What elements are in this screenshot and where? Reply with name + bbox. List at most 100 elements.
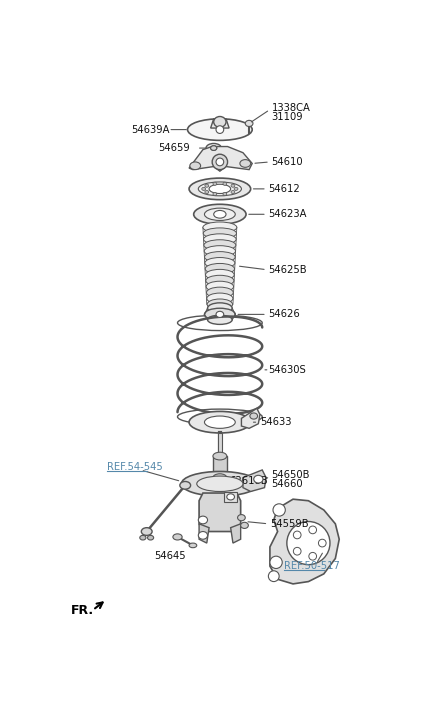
Ellipse shape (231, 184, 235, 188)
Ellipse shape (207, 299, 233, 310)
Text: 54626: 54626 (268, 310, 300, 319)
Text: 54630S: 54630S (268, 365, 306, 375)
Ellipse shape (203, 222, 237, 233)
Ellipse shape (273, 504, 285, 516)
Ellipse shape (187, 119, 252, 140)
Ellipse shape (216, 126, 224, 134)
Text: 1338CA: 1338CA (271, 103, 310, 113)
Ellipse shape (189, 411, 250, 433)
Ellipse shape (309, 526, 317, 534)
Ellipse shape (210, 145, 217, 150)
Text: 54645: 54645 (154, 551, 186, 561)
Ellipse shape (203, 228, 236, 238)
Ellipse shape (205, 257, 235, 268)
Polygon shape (224, 492, 237, 502)
Ellipse shape (213, 193, 217, 196)
Polygon shape (218, 433, 222, 456)
Ellipse shape (254, 475, 263, 483)
Ellipse shape (189, 178, 250, 200)
Text: 54633: 54633 (260, 417, 291, 427)
Ellipse shape (245, 121, 253, 126)
Ellipse shape (216, 311, 224, 318)
Ellipse shape (206, 276, 234, 286)
Text: FR.: FR. (71, 603, 95, 616)
Ellipse shape (212, 154, 227, 169)
Ellipse shape (318, 539, 326, 547)
Polygon shape (242, 409, 260, 428)
Ellipse shape (199, 182, 242, 196)
Ellipse shape (204, 240, 236, 251)
Polygon shape (270, 499, 339, 584)
Ellipse shape (199, 531, 207, 539)
Ellipse shape (205, 263, 235, 274)
Ellipse shape (207, 293, 233, 304)
Ellipse shape (250, 413, 258, 419)
Ellipse shape (294, 531, 301, 539)
Ellipse shape (205, 270, 234, 280)
Ellipse shape (204, 234, 236, 244)
Text: 54612: 54612 (268, 184, 300, 194)
Ellipse shape (173, 534, 182, 540)
Polygon shape (199, 493, 241, 531)
Ellipse shape (204, 246, 236, 257)
Ellipse shape (309, 553, 317, 560)
Ellipse shape (209, 184, 230, 193)
Ellipse shape (223, 182, 227, 185)
Text: 54610: 54610 (271, 157, 303, 167)
Polygon shape (213, 456, 227, 478)
Ellipse shape (270, 556, 282, 569)
Text: 31109: 31109 (271, 112, 303, 122)
Ellipse shape (204, 308, 235, 321)
Ellipse shape (213, 182, 217, 185)
Ellipse shape (207, 316, 232, 324)
Ellipse shape (189, 543, 197, 547)
Ellipse shape (238, 515, 245, 521)
Ellipse shape (197, 476, 243, 491)
Text: 62618B: 62618B (229, 476, 268, 486)
Ellipse shape (140, 535, 146, 540)
Ellipse shape (180, 481, 190, 489)
Ellipse shape (204, 208, 235, 220)
Ellipse shape (294, 547, 301, 555)
Ellipse shape (205, 190, 209, 193)
Text: 54623A: 54623A (268, 209, 307, 220)
Text: 54559B: 54559B (270, 519, 308, 529)
Ellipse shape (207, 287, 233, 298)
Ellipse shape (223, 193, 227, 196)
Ellipse shape (194, 204, 246, 225)
Ellipse shape (216, 158, 224, 166)
Ellipse shape (234, 188, 238, 190)
Ellipse shape (241, 522, 248, 529)
Polygon shape (210, 119, 229, 128)
Ellipse shape (206, 281, 233, 292)
Polygon shape (199, 524, 209, 543)
Ellipse shape (206, 143, 222, 153)
Text: 54639A: 54639A (131, 124, 170, 134)
Ellipse shape (214, 210, 226, 218)
Ellipse shape (204, 416, 235, 428)
Ellipse shape (204, 252, 235, 262)
Ellipse shape (190, 162, 201, 169)
Ellipse shape (147, 535, 154, 540)
Ellipse shape (231, 190, 235, 193)
Text: 54650B: 54650B (271, 470, 310, 480)
Ellipse shape (141, 528, 152, 535)
Polygon shape (243, 470, 266, 491)
Ellipse shape (227, 494, 234, 500)
Ellipse shape (287, 521, 330, 565)
Ellipse shape (213, 474, 227, 481)
Ellipse shape (214, 116, 226, 127)
Text: 54659: 54659 (158, 143, 190, 153)
Polygon shape (189, 147, 252, 171)
Ellipse shape (181, 472, 258, 496)
Text: REF.54-545: REF.54-545 (106, 462, 162, 472)
Ellipse shape (199, 516, 207, 524)
Ellipse shape (205, 184, 209, 188)
Polygon shape (230, 524, 241, 543)
Text: 54660: 54660 (271, 479, 303, 489)
Ellipse shape (268, 571, 279, 582)
Text: 54625B: 54625B (268, 265, 307, 275)
Ellipse shape (207, 303, 232, 313)
Ellipse shape (202, 188, 206, 190)
Ellipse shape (210, 145, 217, 150)
